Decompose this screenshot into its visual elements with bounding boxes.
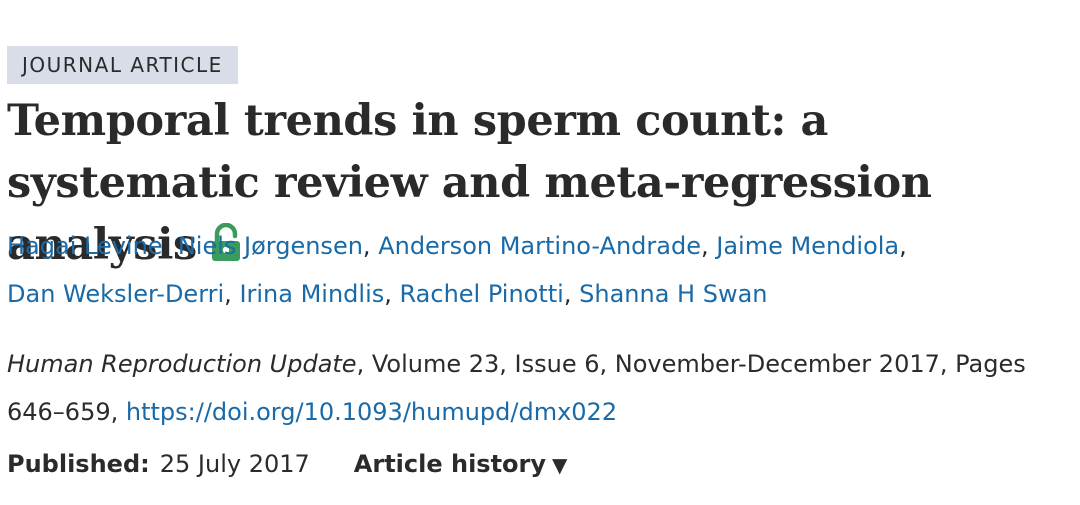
- author-link[interactable]: Anderson Martino-Andrade: [378, 232, 701, 260]
- article-history-label: Article history: [353, 450, 547, 478]
- journal-name: Human Reproduction Update: [7, 350, 357, 378]
- citation: Human Reproduction Update, Volume 23, Is…: [7, 340, 1075, 436]
- article-title: Temporal trends in sperm count: a system…: [7, 90, 1075, 276]
- author-link[interactable]: Shanna H Swan: [579, 280, 768, 308]
- author-list: Hagai Levine, Niels Jørgensen, Anderson …: [7, 232, 907, 308]
- doi-link[interactable]: https://doi.org/10.1093/humupd/dmx022: [125, 398, 618, 426]
- author-link[interactable]: Irina Mindlis: [239, 280, 385, 308]
- article-type-badge: JOURNAL ARTICLE: [7, 46, 238, 84]
- triangle-down-icon: ▼: [552, 453, 568, 477]
- author-link[interactable]: Jaime Mendiola: [716, 232, 900, 260]
- article-history-toggle[interactable]: Article history ▼: [354, 450, 568, 478]
- published-label: Published:: [7, 450, 150, 478]
- publication-info: Published: 25 July 2017 Article history ▼: [7, 440, 1075, 489]
- citation-details: , Volume 23, Issue 6, November-December …: [7, 350, 1026, 426]
- unlocked-padlock-icon: [211, 218, 241, 261]
- published-date: 25 July 2017: [159, 450, 310, 478]
- article-title-text: Temporal trends in sperm count: a system…: [7, 96, 932, 270]
- author-link[interactable]: Dan Weksler-Derri: [7, 280, 225, 308]
- author-link[interactable]: Hagai Levine: [7, 232, 163, 260]
- author-link[interactable]: Rachel Pinotti: [399, 280, 564, 308]
- author-link[interactable]: Niels Jørgensen: [177, 232, 363, 260]
